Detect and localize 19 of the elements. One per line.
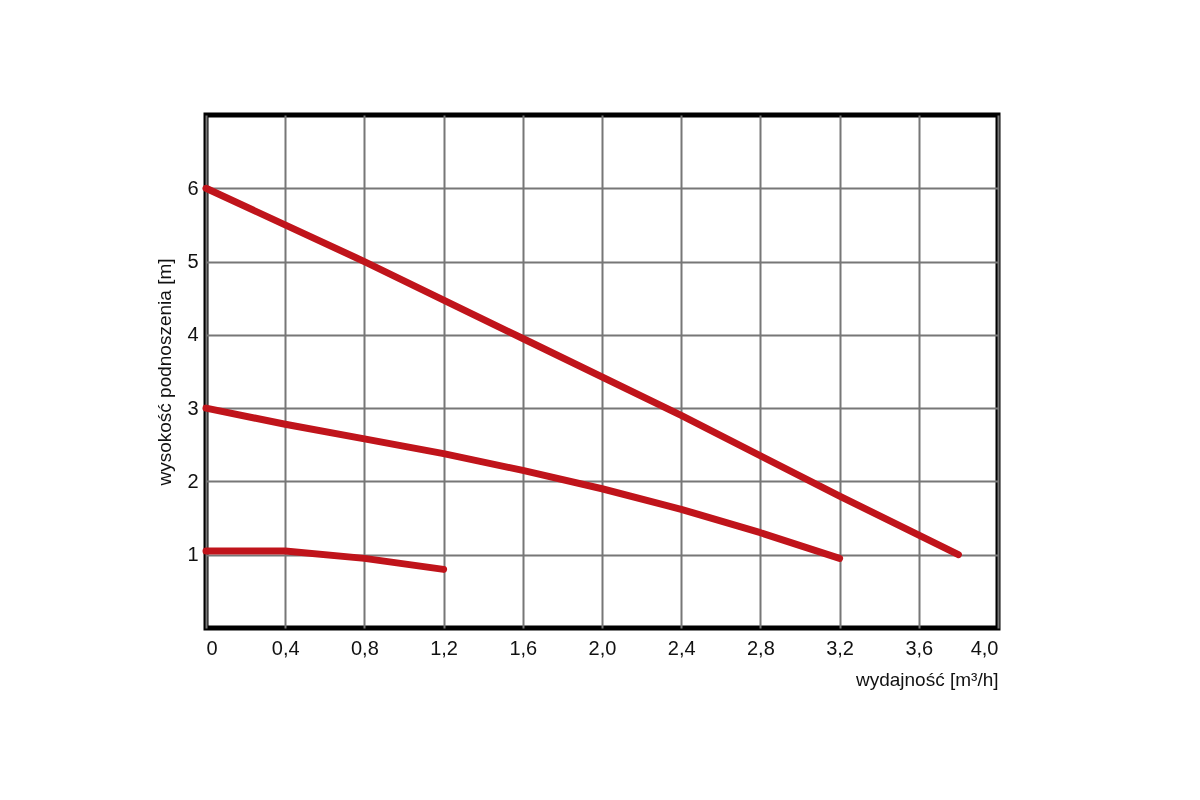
x-tick-label: 1,6 xyxy=(509,636,538,659)
y-tick-label: 2 xyxy=(187,469,199,492)
y-tick-label: 4 xyxy=(187,323,199,346)
y-tick-label: 1 xyxy=(187,543,199,566)
x-tick-label: 2,0 xyxy=(588,636,617,659)
x-tick-label: 0,8 xyxy=(350,636,379,659)
x-tick-label: 4,0 xyxy=(970,636,999,659)
x-tick-label: 3,2 xyxy=(826,636,855,659)
x-tick-label: 0 xyxy=(206,636,218,659)
x-tick-label: 2,4 xyxy=(667,636,696,659)
y-tick-label: 5 xyxy=(187,250,199,273)
y-tick-label: 6 xyxy=(187,176,199,199)
y-tick-label: 3 xyxy=(187,396,199,419)
x-tick-label: 0,4 xyxy=(271,636,300,659)
x-tick-label: 2,8 xyxy=(746,636,775,659)
y-axis-title: wysokość podnoszenia [m] xyxy=(154,258,176,487)
x-tick-label: 1,2 xyxy=(430,636,459,659)
x-tick-label: 3,6 xyxy=(905,636,934,659)
x-axis-title: wydajność [m³/h] xyxy=(854,668,999,690)
